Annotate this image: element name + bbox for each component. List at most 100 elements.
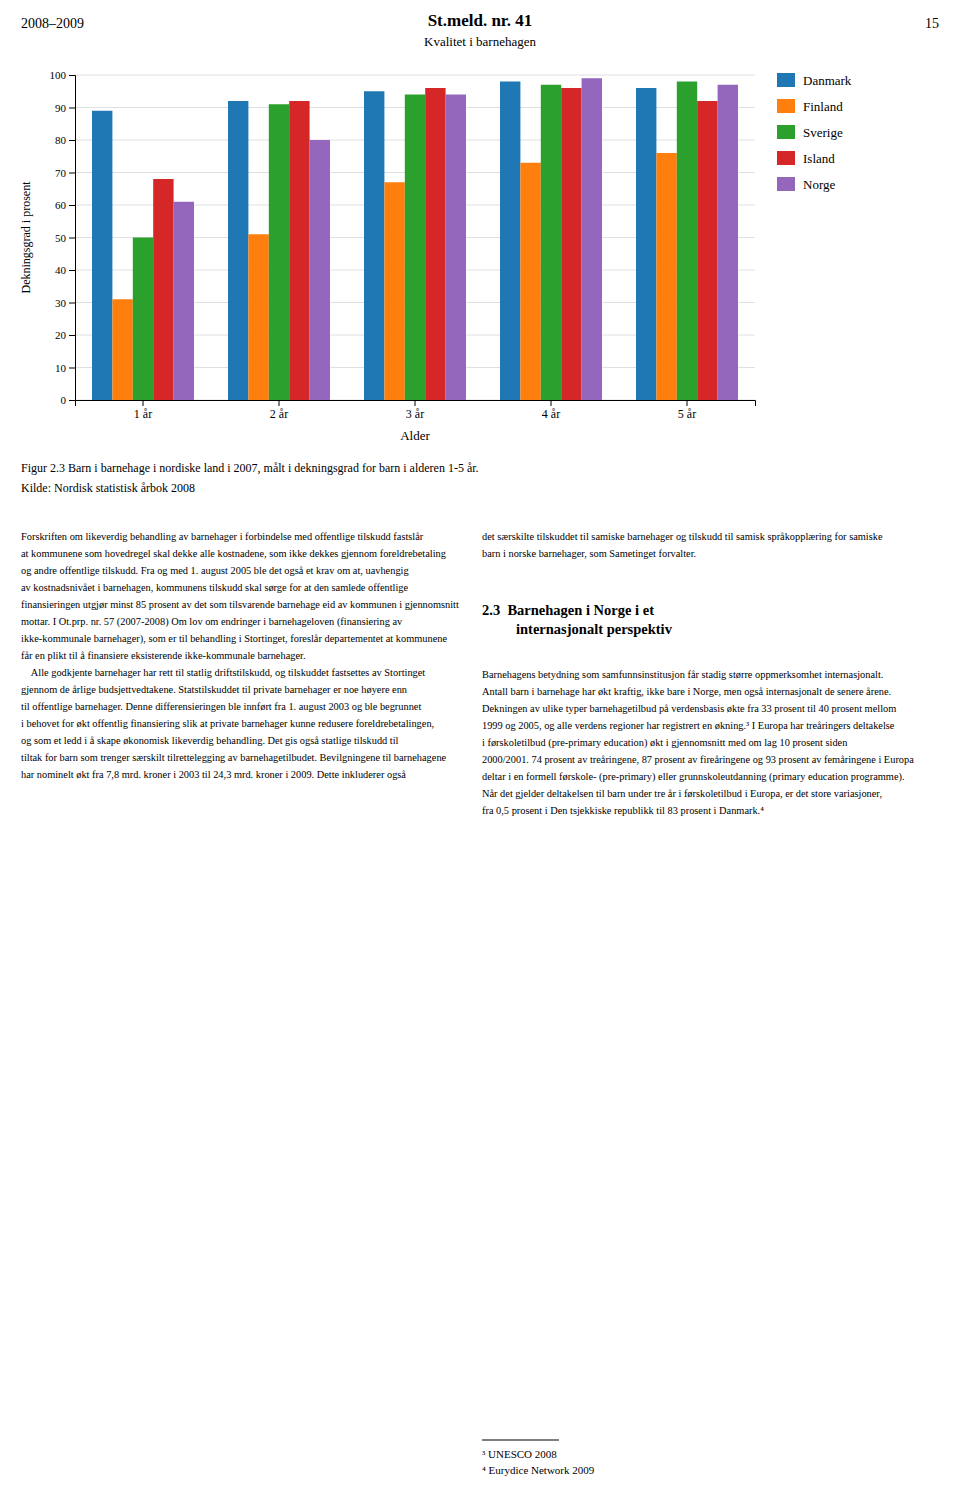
tick-label: 80 [55,134,67,146]
body-line: Antall barn i barnehage har økt kraftig,… [482,686,891,697]
tick-mark [69,335,75,336]
body-line: Barnehagens betydning som samfunnsinstit… [482,669,883,680]
tick: 0 [61,394,76,406]
tick-mark [143,400,144,406]
grid-line [75,75,755,76]
body-line: gjennom de årlige budsjettvedtakene. Sta… [21,684,408,695]
section-header: internasjonalt perspektiv [516,621,673,637]
legend-swatch [777,73,795,87]
source-caption: Kilde: Nordisk statistisk årbok 2008 [21,481,195,495]
bar [310,140,330,400]
body-line: 1999 og 2005, og alle verdens regioner h… [482,720,895,731]
tick: 60 [55,199,75,211]
body-line: Dekningen av ulike typer barnehagetilbud… [482,703,896,714]
tick: 40 [55,264,75,276]
header-right: 15 [925,16,939,31]
body-line: fra 0,5 prosent i Den tsjekkiske republi… [482,805,764,816]
legend-label: Norge [803,177,835,192]
tick: 50 [55,232,75,244]
legend-swatch [777,99,795,113]
page-header: 2008–2009St.meld. nr. 41Kvalitet i barne… [21,11,939,49]
tick-mark [551,400,552,406]
tick-label: 0 [61,394,67,406]
bar [112,299,132,400]
legend-swatch [777,177,795,191]
body-line: ikke-kommunale barnehager), som er til b… [21,633,447,645]
bar [289,101,309,400]
bar [636,88,656,400]
body-line: Når det gjelder deltakelsen til barn und… [482,788,882,799]
y-axis-title: Dekningsgrad i prosent [19,181,33,294]
bar [446,95,466,401]
tick-mark [687,400,688,406]
tick-mark [69,75,75,76]
bar [153,179,173,400]
legend-swatch [777,151,795,165]
legend: DanmarkFinlandSverigeIslandNorge [777,73,852,192]
bar [405,95,425,401]
bar [582,78,602,400]
body-line: i behovet for økt offentlig finansiering… [21,718,434,729]
tick-label: 90 [55,102,67,114]
tick-label: 100 [50,69,67,81]
bar [248,234,268,400]
tick-label: 50 [55,232,67,244]
bar [384,182,404,400]
tick-label: 1 år [134,407,152,421]
body-text: Forskriften om likeverdig behandling av … [21,531,914,1476]
tick-label: 40 [55,264,67,276]
legend-item: Finland [777,99,843,114]
bar [228,101,248,400]
x-axis-title: Alder [400,428,430,443]
tick-mark [69,400,75,401]
tick-mark [69,368,75,369]
footnote: ³ UNESCO 2008 [482,1448,557,1460]
tick: 2 år [270,400,288,421]
tick-mark [69,270,75,271]
body-line: 2000/2001. 74 prosent av treåringene, 87… [482,754,914,765]
y-axis: 0 10 20 30 40 50 60 70 80 90 100 [50,69,76,406]
axis-line [76,401,756,407]
body-line: av kostnadsnivået i barnehagen, kommunen… [21,582,409,593]
bar [541,85,561,400]
body-line: får en plikt til å finansiere eksisteren… [21,650,305,661]
tick-label: 3 år [406,407,424,421]
tick: 90 [55,102,75,114]
tick-mark [69,108,75,109]
tick-label: 60 [55,199,67,211]
tick: 80 [55,134,75,146]
body-line: Forskriften om likeverdig behandling av … [21,531,424,542]
bar [364,91,384,400]
tick: 10 [55,362,75,374]
bar [269,104,289,400]
legend-item: Norge [777,177,835,192]
body-line: deltar i en formell førskole- (pre-prima… [482,771,905,783]
bar [133,238,153,401]
tick: 4 år [542,400,560,421]
bars [92,78,738,400]
tick: 30 [55,297,75,309]
body-line: og som et ledd i å skape økonomisk likev… [21,735,399,746]
tick-mark [69,140,75,141]
tick-mark [69,205,75,206]
tick: 100 [50,69,76,81]
bar [174,202,194,400]
footnote: ⁴ Eurydice Network 2009 [482,1464,595,1476]
bar [656,153,676,400]
body-line: har nominelt økt fra 7,8 mrd. kroner i 2… [21,769,406,780]
body-line: tiltak for barn som trenger særskilt til… [21,752,447,763]
bar [520,163,540,400]
bar-series [153,88,717,400]
tick: 3 år [406,400,424,421]
tick: 1 år [134,400,152,421]
bar [561,88,581,400]
tick-mark [69,173,75,174]
footnote-rule [482,1440,559,1441]
tick-label: 20 [55,329,67,341]
tick-label: 4 år [542,407,560,421]
tick: 20 [55,329,75,341]
x-axis: 1 år2 år3 år4 år5 år [76,400,756,421]
tick: 70 [55,167,75,179]
body-line: Alle godkjente barnehager har rett til s… [21,667,425,678]
body-line: mottar. I Ot.prp. nr. 57 (2007-2008) Om … [21,616,403,628]
